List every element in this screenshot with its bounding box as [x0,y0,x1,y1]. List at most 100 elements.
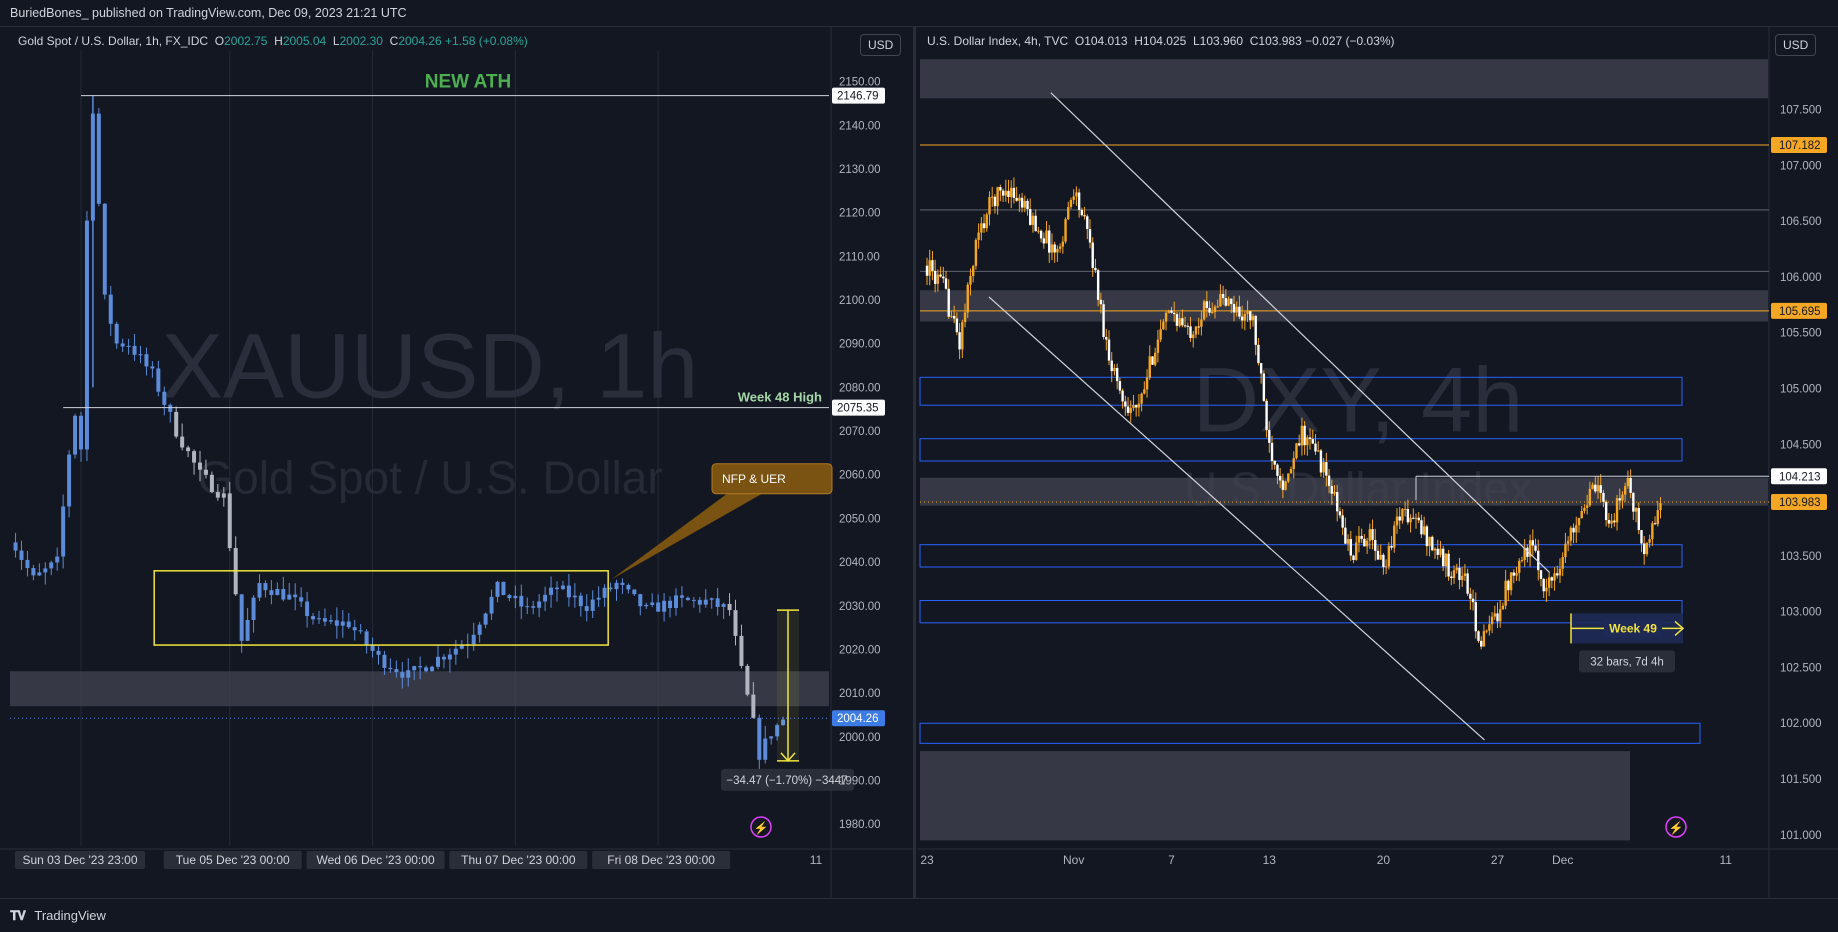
xauusd-price-label: 2004.26 [837,713,879,725]
xauusd-candle-body [495,581,500,597]
dxy-candle-body [996,187,999,207]
dxy-x-label: 13 [1263,853,1277,867]
xauusd-candle-body [418,666,423,668]
dxy-currency-button[interactable]: USD [1775,34,1817,56]
xauusd-x-label: Thu 07 Dec '23 00:00 [461,853,576,867]
xauusd-candle-body [751,694,756,718]
publish-line: BuriedBones_ published on TradingView.co… [10,6,407,20]
dxy-candle-body [1346,539,1350,544]
xauusd-candle-body [549,587,554,595]
dxy-price-label-bg [1771,136,1827,153]
dxy-candle-body [1355,542,1358,560]
xauusd-candle-body [430,666,435,672]
dxy-candle-body [1591,484,1594,489]
dxy-candle-body [1602,492,1605,502]
dxy-candle-body [1615,498,1619,523]
xauusd-candle-body [13,542,18,551]
xauusd-price-label-bg [832,399,885,416]
dxy-candle-body [1007,190,1010,198]
xauusd-candle-body [299,597,304,602]
xauusd-candle-body [531,606,536,608]
footer-brand[interactable]: TradingView [34,908,106,923]
xauusd-watermark-symbol: XAUUSD, 1h [162,315,699,417]
dxy-y-tick: 105.000 [1780,383,1822,395]
xauusd-candle-body [322,618,327,622]
dxy-candle-body [1300,425,1304,446]
dxy-candle-body [977,232,980,240]
dxy-candle-body [1086,216,1089,229]
dxy-candle-body [1124,401,1127,407]
xauusd-candle-body [305,601,310,617]
dxy-y-tick: 107.500 [1780,104,1822,116]
xauusd-candle-body [281,588,286,600]
xauusd-candle-body [382,654,387,668]
dxy-candle-body [1384,566,1388,568]
dxy-close: 103.983 [1258,34,1302,48]
xauusd-candle-body [239,594,244,641]
xauusd-price-label-bg [832,710,885,727]
xauusd-candle-body [703,599,708,605]
dxy-candle-body [952,315,956,319]
dxy-candle-body [1480,640,1483,647]
dxy-y-tick: 106.000 [1780,272,1822,284]
xauusd-currency-button[interactable]: USD [860,34,902,56]
dxy-candle-body [1387,545,1391,567]
dxy-x-label: 20 [1377,853,1391,867]
dxy-candle-body [1096,270,1100,300]
dxy-candle-body [1393,525,1396,548]
dxy-candle-body [947,288,950,317]
dxy-candle-body [1018,197,1021,201]
dxy-candle-body [1303,425,1306,446]
dxy-candle-body [1357,535,1361,543]
dxy-candle-body [980,223,983,233]
dxy-candle-body [936,274,940,284]
xauusd-candle-body [73,415,78,455]
dxy-y-tick: 107.000 [1780,160,1822,172]
xauusd-candle-body [584,606,589,611]
dxy-candle-body [1643,543,1646,555]
dxy-y-tick: 103.500 [1780,551,1822,563]
xauusd-candle-body [608,587,613,590]
tradingview-logo-icon[interactable]: 𝐓𝐕 [10,908,26,923]
dxy-x-label: 7 [1168,853,1175,867]
dxy-candle-body [955,318,959,333]
dxy-candle-body [1482,631,1486,647]
xauusd-candle-body [215,492,220,498]
dxy-candle-body [1069,199,1073,207]
dxy-x-label: Nov [1063,853,1084,867]
dxy-candle-body [1162,321,1165,330]
dxy-candle-body [1240,316,1244,321]
dxy-candle-body [1189,326,1192,338]
xauusd-candle-body [555,587,559,590]
dxy-candle-body [1352,555,1355,560]
dxy-candle-body [1216,306,1219,308]
dxy-candle-body [942,276,945,279]
dxy-candle-body [1249,311,1252,321]
dxy-candle-body [1414,517,1418,519]
dxy-candle-body [1338,511,1342,516]
xauusd-candle-body [37,572,42,576]
xauusd-pane[interactable]: XAUUSD, 1h Gold Spot / U.S. Dollar NEW ATH… [0,27,916,898]
dxy-week49-label-bg [1604,619,1662,638]
xauusd-x-label-bg [449,851,588,869]
dxy-candle-body [1558,568,1562,576]
dxy-candle-body [1213,306,1217,313]
dxy-candle-body [1151,356,1154,365]
dxy-candle-body [1273,460,1276,465]
xauusd-candle-body [317,618,321,620]
xauusd-candle-body [209,474,214,493]
dxy-candle-body [1227,298,1230,306]
dxy-candle-body [1534,545,1537,551]
dxy-candle-body [1243,313,1247,321]
xauusd-candle-body [519,595,524,607]
dxy-candle-body [1512,572,1515,576]
xauusd-candle-body [55,556,60,563]
xauusd-chart[interactable]: XAUUSD, 1h Gold Spot / U.S. Dollar NEW ATH… [0,27,913,898]
xauusd-candle-body [198,462,202,470]
dxy-candle-body [1132,405,1135,409]
xauusd-candle-body [436,656,440,667]
dxy-candle-body [1230,298,1233,305]
xauusd-candle-body [96,113,101,204]
